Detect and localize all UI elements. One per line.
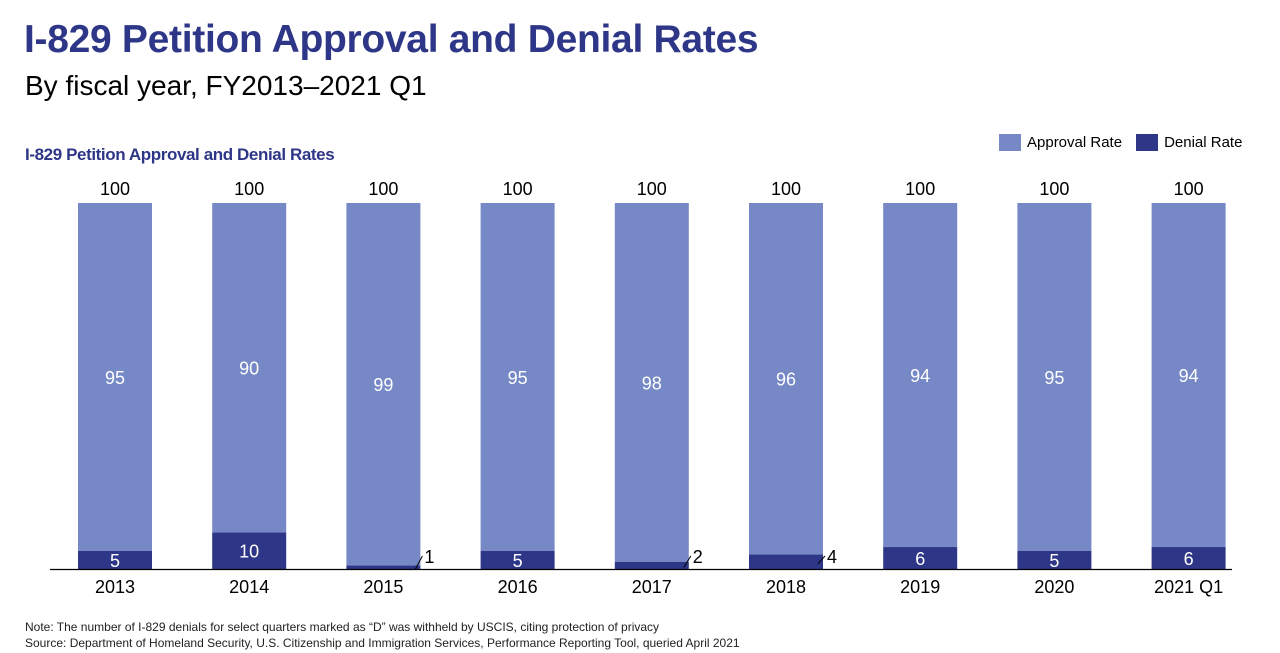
bar-approval [883, 203, 958, 548]
data-label-denial: 5 [1049, 551, 1059, 571]
bar-denial [212, 532, 287, 569]
bar-approval [480, 203, 555, 551]
bar-denial [883, 547, 958, 569]
x-tick-label: 2018 [766, 577, 806, 597]
legend-swatch-denial [1136, 134, 1159, 151]
data-label-approval: 94 [910, 366, 930, 386]
data-label-total: 100 [771, 179, 801, 199]
chart-title: I-829 Petition Approval and Denial Rates [25, 145, 335, 164]
data-label-approval: 98 [642, 373, 662, 393]
data-label-denial: 6 [915, 549, 925, 569]
bar-approval [1151, 203, 1226, 548]
legend-swatch-approval [999, 134, 1021, 151]
data-label-approval: 96 [776, 370, 796, 390]
data-label-total: 100 [905, 179, 935, 199]
x-tick-label: 2016 [498, 577, 538, 597]
data-label-total: 100 [234, 179, 264, 199]
bar-denial [346, 565, 421, 569]
bar-approval [212, 203, 287, 533]
data-label-approval: 95 [1044, 368, 1064, 388]
bar-approval [78, 203, 152, 551]
data-label-total: 100 [503, 179, 533, 199]
chart-legend: Approval Rate Denial Rate [999, 134, 1256, 151]
x-tick-label: 2019 [900, 577, 940, 597]
data-label-total: 100 [1174, 179, 1204, 199]
data-label-approval: 99 [373, 375, 393, 395]
data-label-approval: 94 [1179, 366, 1199, 386]
leader-line [414, 555, 423, 570]
x-tick-label: 2014 [229, 577, 269, 597]
bar-approval [346, 203, 421, 566]
leader-line [817, 555, 826, 565]
legend-item-approval: Approval Rate [999, 134, 1122, 151]
bar-approval [749, 203, 823, 555]
data-label-denial: 4 [827, 547, 837, 567]
data-label-denial: 5 [110, 551, 120, 571]
bar-denial [480, 550, 555, 569]
data-label-total: 100 [368, 179, 398, 199]
data-label-approval: 95 [508, 368, 528, 388]
legend-label-denial: Denial Rate [1164, 134, 1243, 151]
x-tick-label: 2021 Q1 [1154, 577, 1223, 597]
x-tick-label: 2020 [1034, 577, 1074, 597]
bar-denial [78, 550, 152, 569]
data-label-denial: 10 [239, 542, 259, 562]
footnote-note: Note: The number of I-829 denials for se… [25, 620, 660, 634]
x-tick-label: 2015 [363, 577, 403, 597]
footnote-source: Source: Department of Homeland Security,… [25, 636, 740, 650]
page-title: I-829 Petition Approval and Denial Rates [24, 18, 759, 61]
data-label-denial: 1 [424, 547, 434, 567]
data-label-total: 100 [100, 179, 130, 199]
page-subtitle: By fiscal year, FY2013–2021 Q1 [25, 70, 427, 101]
bar-denial [1017, 550, 1092, 569]
legend-item-denial: Denial Rate [1136, 134, 1242, 151]
data-label-total: 100 [1039, 179, 1069, 199]
x-tick-label: 2013 [95, 577, 135, 597]
leader-line [683, 555, 692, 568]
legend-label-approval: Approval Rate [1027, 134, 1123, 151]
bar-denial [749, 554, 823, 569]
data-label-denial: 6 [1184, 549, 1194, 569]
bar-approval [614, 203, 689, 562]
bar-denial [1151, 547, 1226, 569]
bar-approval [1017, 203, 1092, 551]
data-label-approval: 95 [105, 368, 125, 388]
data-label-denial: 2 [693, 547, 703, 567]
data-label-total: 100 [637, 179, 667, 199]
x-tick-label: 2017 [632, 577, 672, 597]
bar-denial [614, 561, 689, 569]
data-label-denial: 5 [513, 551, 523, 571]
data-label-approval: 90 [239, 359, 259, 379]
